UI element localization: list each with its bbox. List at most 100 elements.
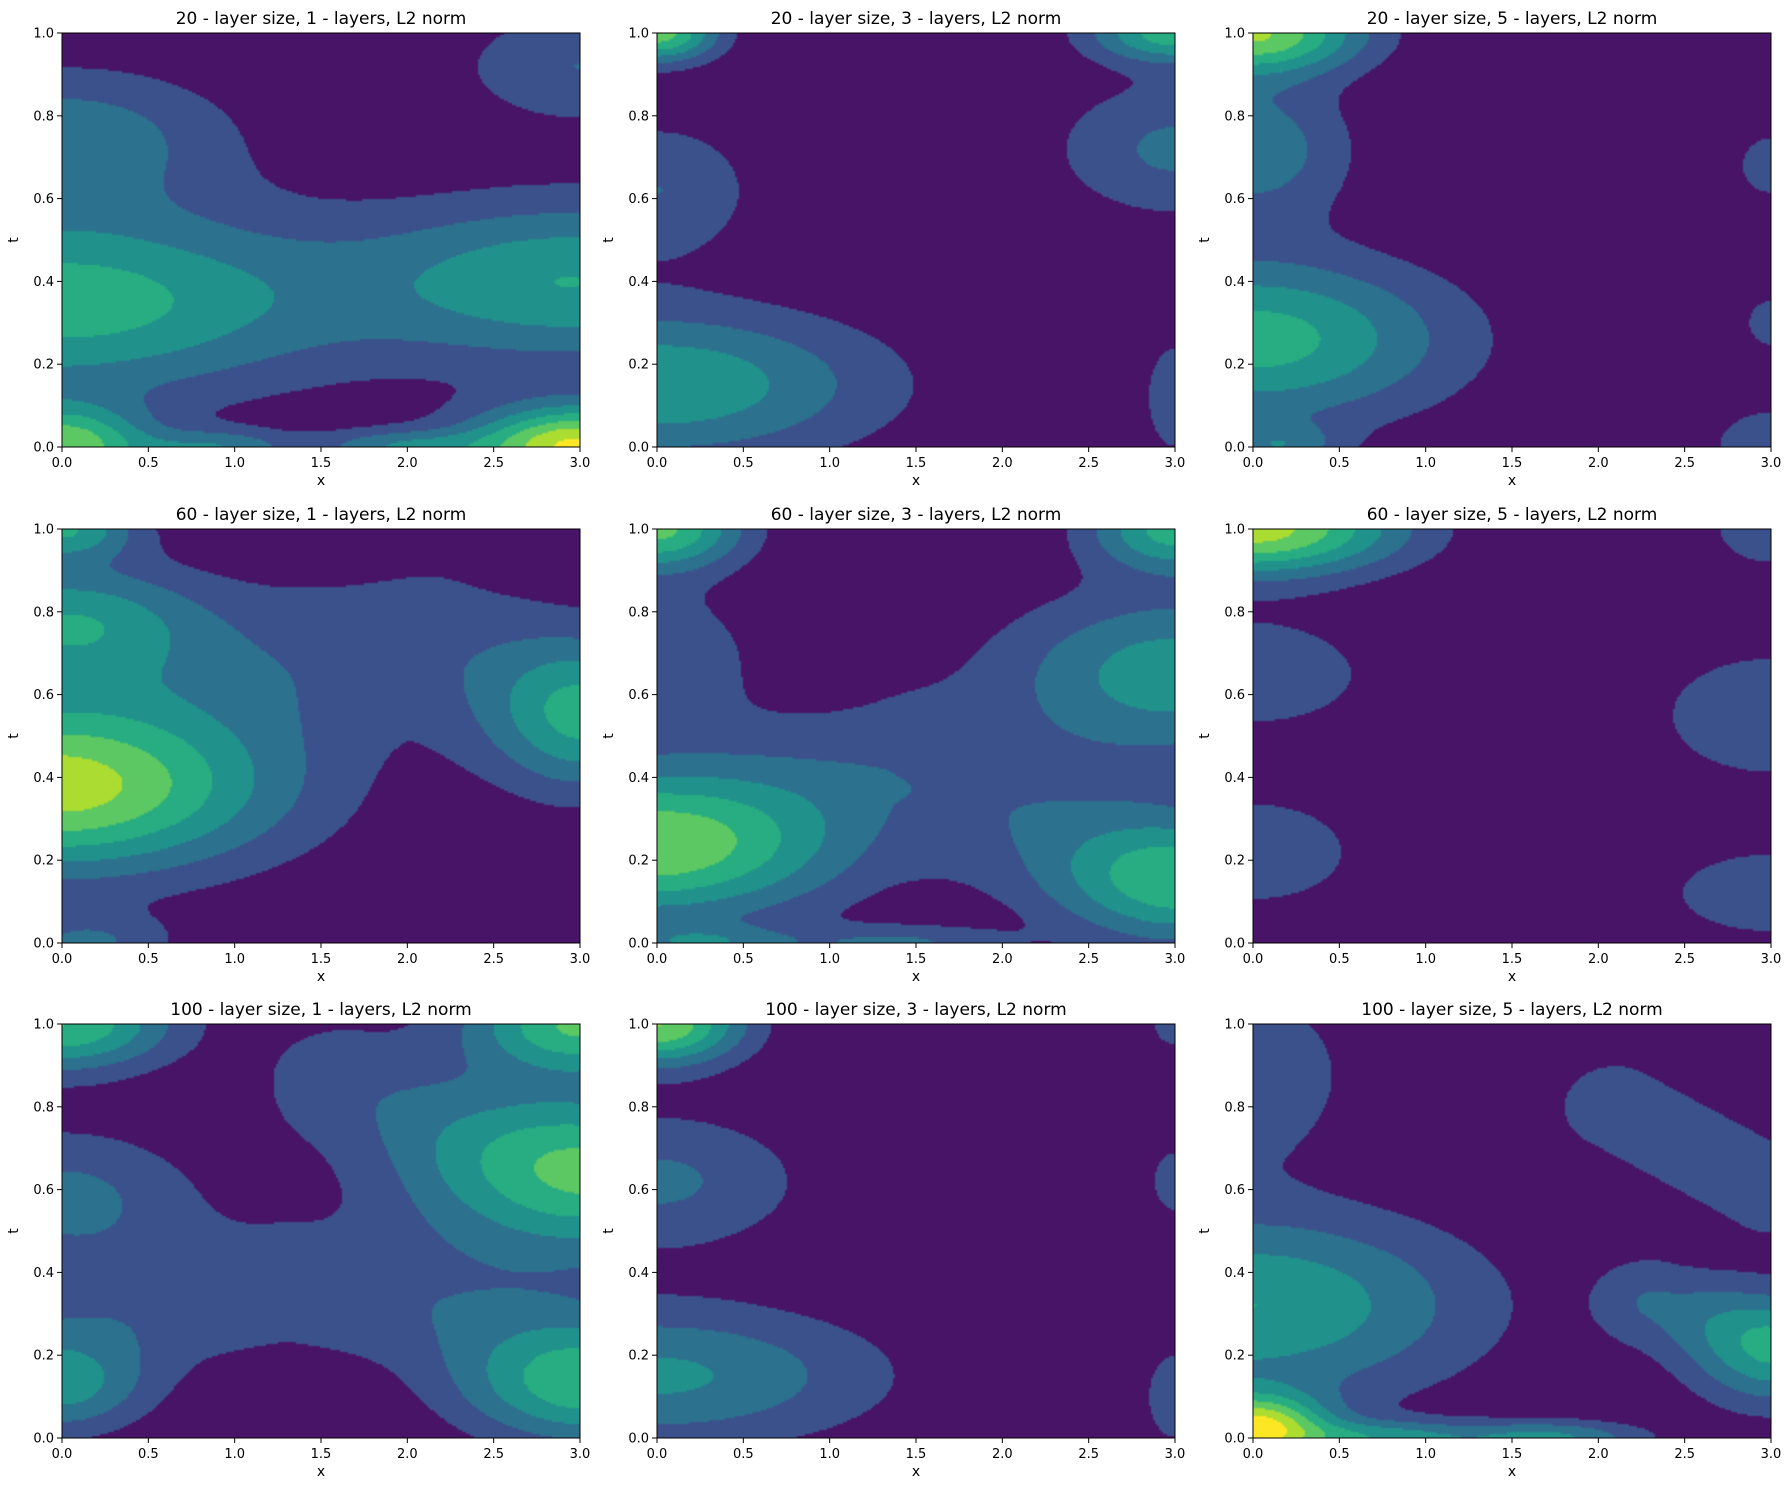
y-tick-label: 0.4 [628,1266,649,1281]
y-tick-label: 0.8 [33,1100,54,1115]
contour-plot [657,33,1175,447]
y-tick-label: 0.0 [1224,1432,1245,1447]
x-tick-label: 1.5 [1502,456,1523,471]
y-tick-label: 0.6 [1224,192,1245,207]
y-tick-label: 1.0 [33,1018,54,1033]
x-axis-label: x [912,473,920,489]
x-tick-label: 2.5 [483,1447,504,1462]
x-tick-label: 1.0 [1415,1447,1436,1462]
x-tick-label: 0.0 [1243,456,1264,471]
x-axis-label: x [912,969,920,985]
y-tick-label: 1.0 [1224,523,1245,538]
x-tick-label: 2.0 [397,952,418,967]
y-tick-label: 0.2 [1224,1349,1245,1364]
y-tick-label: 0.0 [33,1432,54,1447]
y-tick-label: 1.0 [628,1018,649,1033]
x-tick-label: 3.0 [1761,1447,1782,1462]
panel-title: 60 - layer size, 5 - layers, L2 norm [1367,505,1658,525]
x-tick-label: 2.0 [1588,1447,1609,1462]
x-tick-label: 1.5 [1502,1447,1523,1462]
y-axis-label: t [6,1228,22,1234]
y-tick-label: 0.0 [33,441,54,456]
x-axis-label: x [1508,1464,1516,1480]
y-tick-label: 0.4 [33,771,54,786]
x-tick-label: 2.5 [1674,456,1695,471]
y-tick-label: 0.2 [628,1349,649,1364]
x-tick-label: 3.0 [1761,456,1782,471]
x-tick-label: 0.0 [647,1447,668,1462]
y-tick-label: 0.2 [1224,854,1245,869]
x-tick-label: 0.0 [1243,952,1264,967]
y-tick-label: 0.4 [1224,1266,1245,1281]
x-tick-label: 1.0 [819,952,840,967]
y-tick-label: 0.4 [33,1266,54,1281]
x-tick-label: 2.5 [483,456,504,471]
panel-title: 20 - layer size, 3 - layers, L2 norm [771,9,1062,29]
x-tick-label: 1.0 [819,1447,840,1462]
panel-title: 100 - layer size, 1 - layers, L2 norm [170,1000,471,1020]
x-tick-label: 1.0 [224,952,245,967]
y-tick-label: 0.2 [1224,358,1245,373]
y-tick-label: 0.0 [1224,937,1245,952]
y-tick-label: 0.8 [628,1100,649,1115]
y-tick-label: 0.2 [33,358,54,373]
panel-7: 100 - layer size, 1 - layers, L2 norm 0.0… [6,1000,590,1480]
x-tick-label: 2.0 [992,1447,1013,1462]
y-tick-label: 0.4 [1224,275,1245,290]
x-tick-label: 2.5 [1078,1447,1099,1462]
y-tick-label: 0.4 [628,275,649,290]
y-tick-label: 0.6 [628,1183,649,1198]
panel-9: 100 - layer size, 5 - layers, L2 norm 0.0… [1197,1000,1781,1480]
y-tick-label: 0.6 [1224,1183,1245,1198]
x-tick-label: 2.0 [397,1447,418,1462]
x-axis-label: x [317,1464,325,1480]
contour-plot [657,1024,1175,1438]
x-tick-label: 3.0 [570,1447,591,1462]
y-tick-label: 0.8 [1224,1100,1245,1115]
y-tick-label: 0.0 [628,937,649,952]
y-tick-label: 0.8 [1224,605,1245,620]
x-tick-label: 1.5 [311,952,332,967]
y-axis-label: t [601,1228,617,1234]
x-axis-label: x [1508,473,1516,489]
x-tick-label: 0.5 [733,1447,754,1462]
x-tick-label: 1.0 [1415,456,1436,471]
contour-plot [62,33,580,447]
x-tick-label: 0.5 [138,456,159,471]
panel-title: 20 - layer size, 1 - layers, L2 norm [176,9,467,29]
y-tick-label: 0.0 [628,1432,649,1447]
y-tick-label: 0.2 [33,854,54,869]
x-tick-label: 0.5 [1329,952,1350,967]
x-tick-label: 3.0 [1165,1447,1186,1462]
y-tick-label: 0.8 [628,605,649,620]
y-tick-label: 1.0 [628,523,649,538]
panel-8: 100 - layer size, 3 - layers, L2 norm 0.0… [601,1000,1185,1480]
x-tick-label: 2.0 [992,952,1013,967]
y-tick-label: 1.0 [33,27,54,42]
panel-title: 100 - layer size, 5 - layers, L2 norm [1361,1000,1662,1020]
x-tick-label: 0.0 [1243,1447,1264,1462]
x-tick-label: 3.0 [570,456,591,471]
y-axis-label: t [601,237,617,243]
contour-plot [62,1024,580,1438]
y-tick-label: 0.6 [33,688,54,703]
y-tick-label: 1.0 [1224,1018,1245,1033]
y-tick-label: 1.0 [1224,27,1245,42]
y-axis-label: t [1197,237,1213,243]
x-tick-label: 2.0 [397,456,418,471]
y-tick-label: 1.0 [33,523,54,538]
x-tick-label: 1.5 [906,1447,927,1462]
x-axis-label: x [317,969,325,985]
y-tick-label: 0.0 [33,937,54,952]
contour-plot [1253,1024,1771,1438]
x-tick-label: 1.5 [1502,952,1523,967]
y-tick-label: 0.8 [1224,109,1245,124]
y-axis-label: t [6,237,22,243]
x-tick-label: 2.5 [1078,456,1099,471]
x-tick-label: 3.0 [1165,952,1186,967]
y-tick-label: 0.4 [1224,771,1245,786]
